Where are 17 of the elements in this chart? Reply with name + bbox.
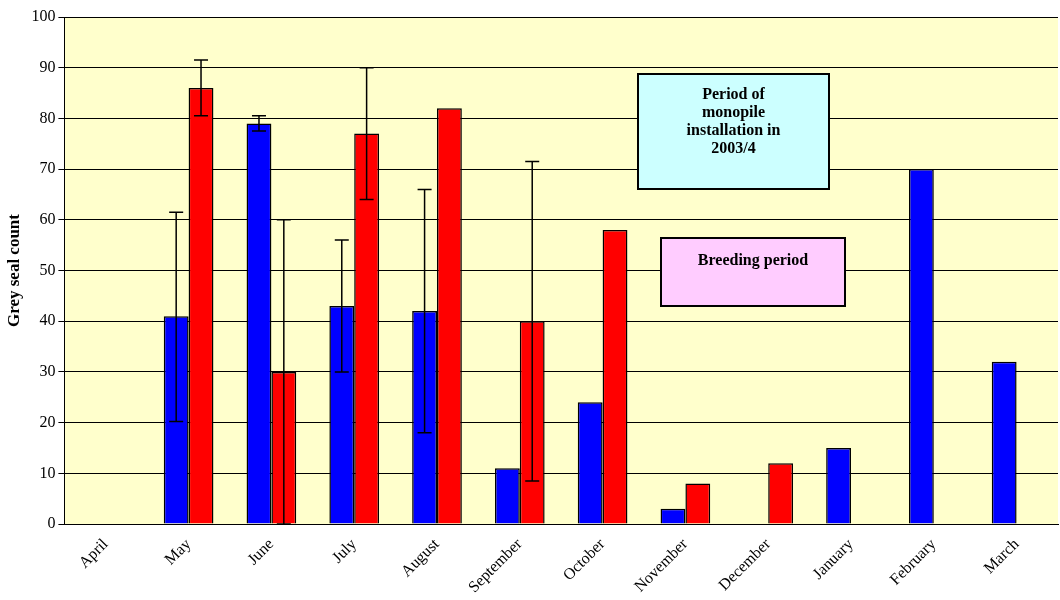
y-tick-label: 80	[39, 108, 56, 126]
y-tick-label: 30	[39, 362, 56, 380]
y-tick-label: 90	[39, 57, 56, 75]
y-tick-label: 60	[39, 210, 56, 228]
note-box: Period of monopile installation in 2003/4	[637, 73, 830, 190]
y-tick-label: 40	[39, 311, 56, 329]
y-tick-label: 100	[31, 7, 56, 25]
note-box: Breeding period	[660, 237, 846, 307]
y-tick-label: 50	[39, 260, 56, 278]
x-tick-label: May	[160, 534, 195, 569]
y-axis-title: Grey seal count	[3, 213, 23, 328]
x-tick-label: July	[328, 534, 360, 567]
y-tick-label: 10	[39, 463, 56, 481]
y-tick-label: 20	[39, 412, 56, 430]
x-tick-label: June	[243, 534, 277, 568]
y-tick-label: 0	[47, 514, 56, 532]
y-tick-label: 70	[39, 159, 56, 177]
